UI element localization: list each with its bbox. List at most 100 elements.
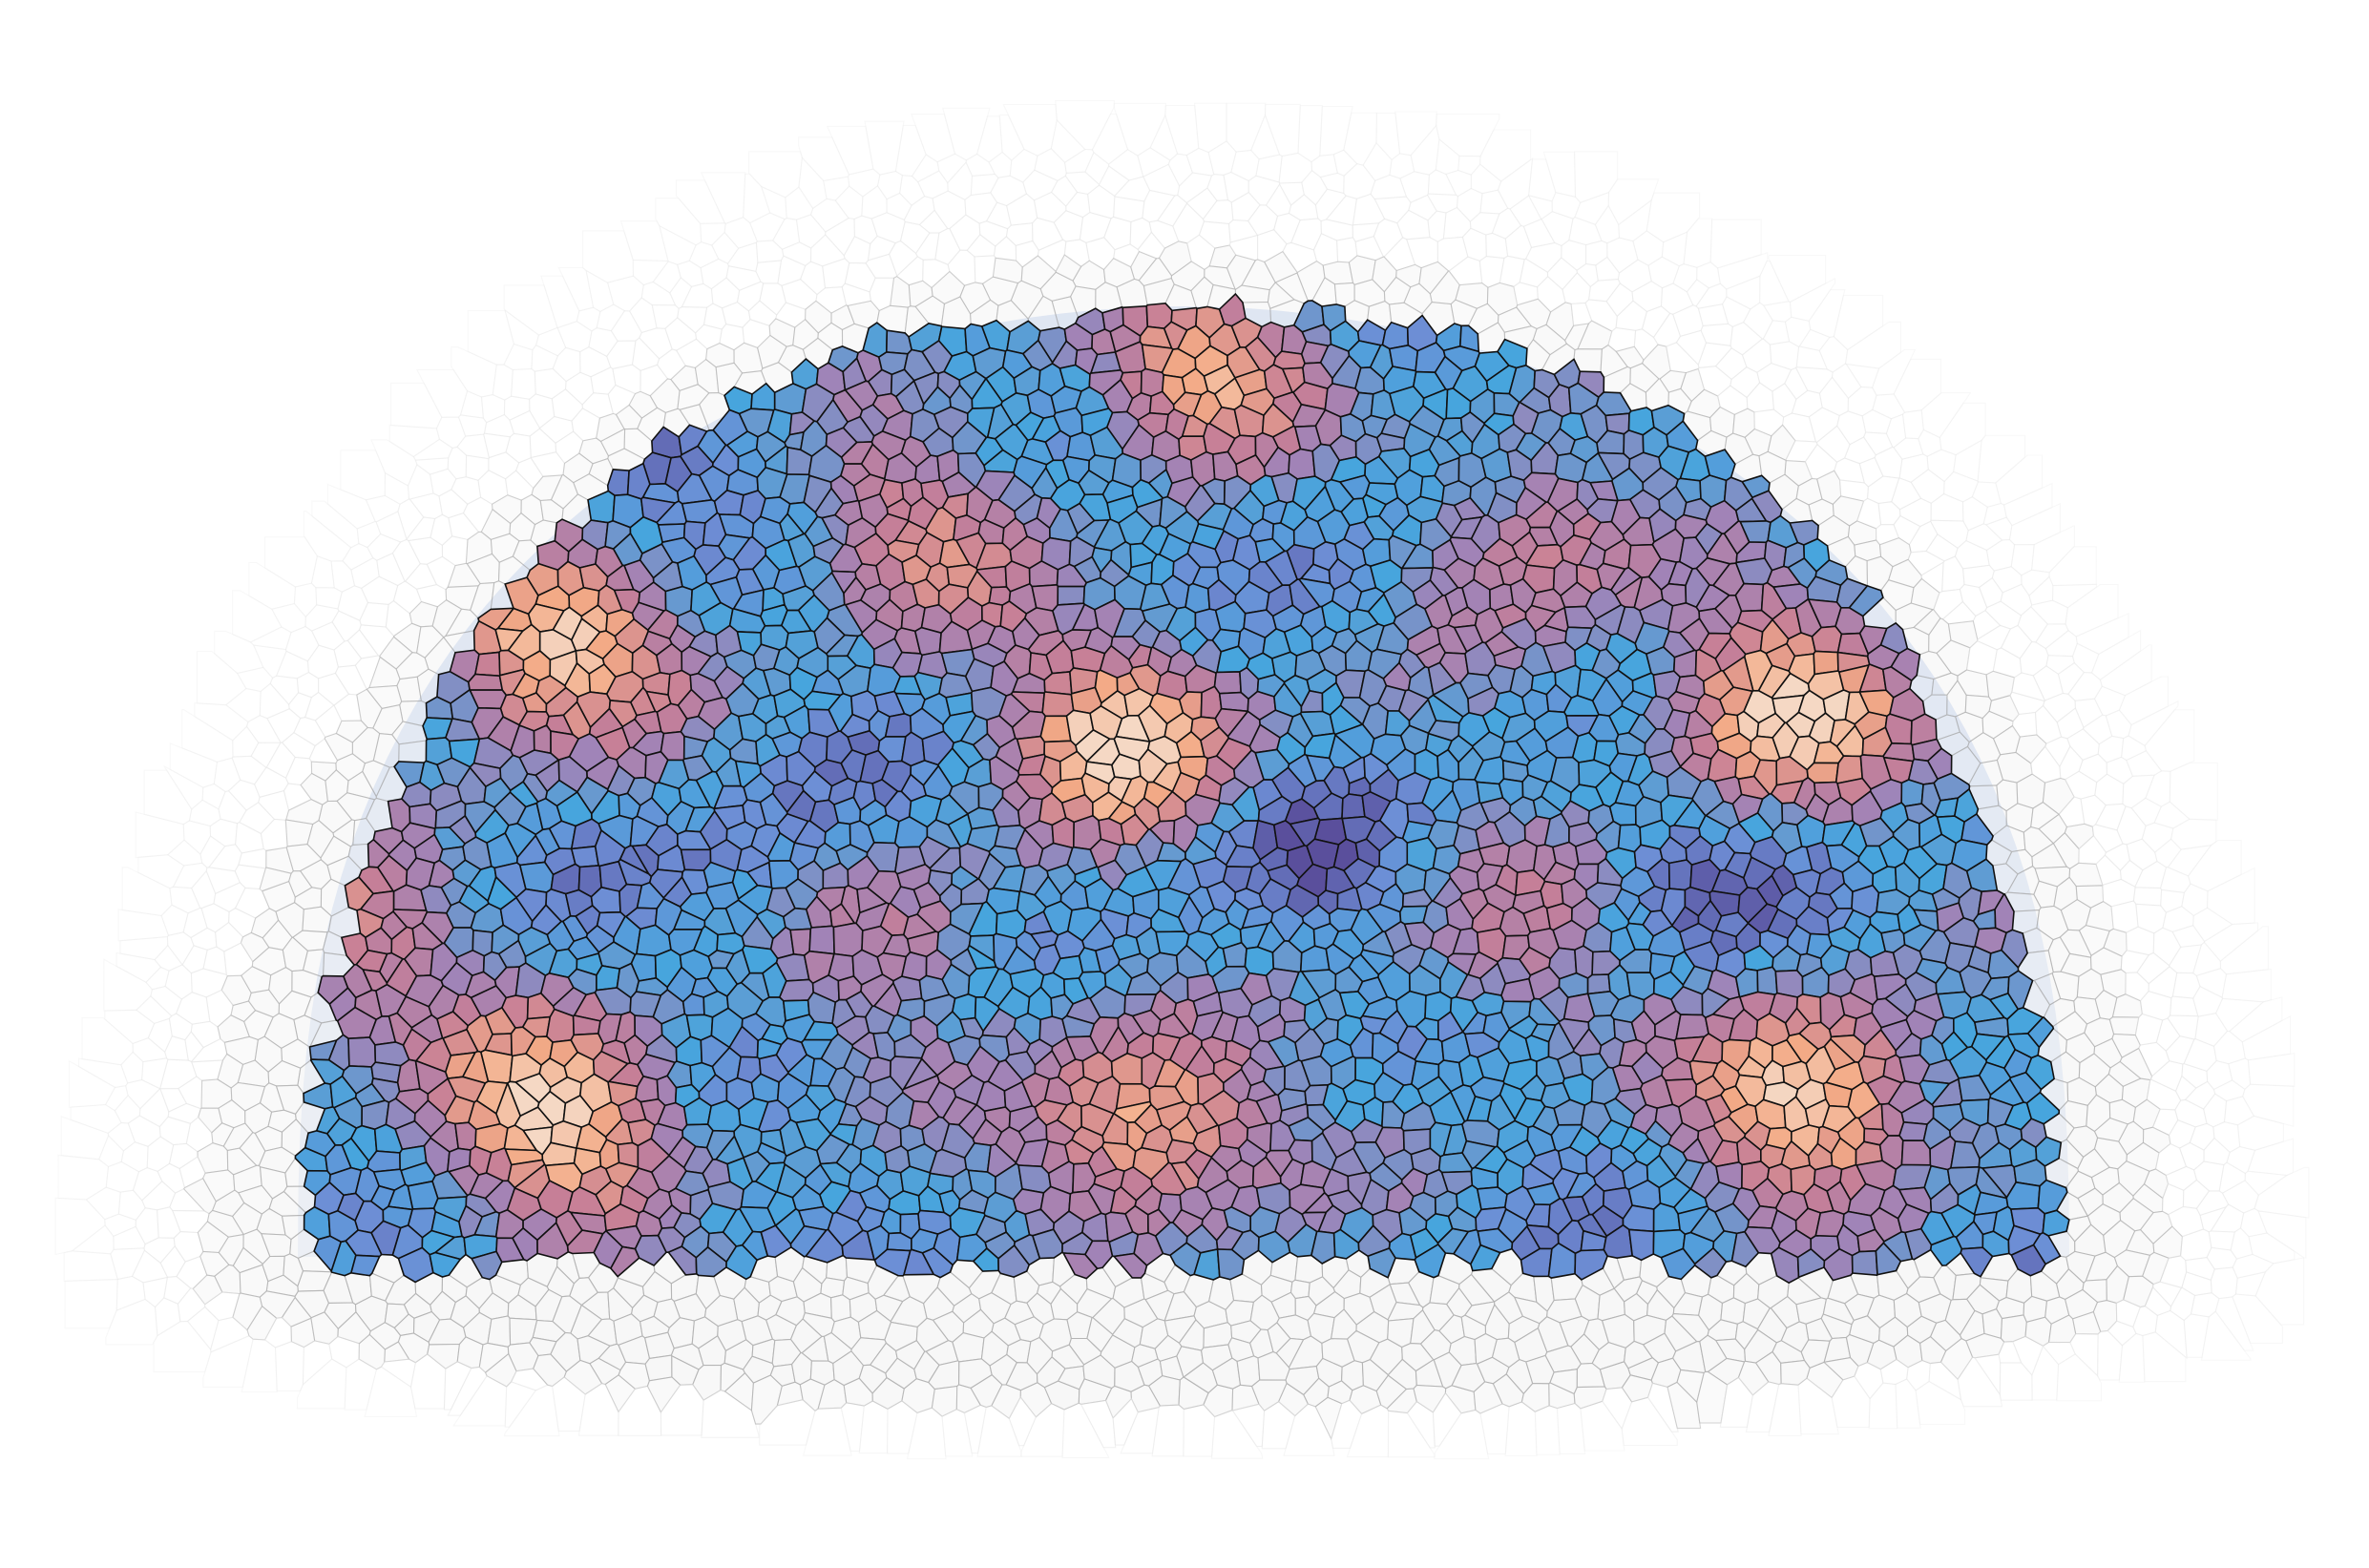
halo-cell xyxy=(990,175,1028,207)
halo-cell xyxy=(182,820,212,855)
halo-cell xyxy=(467,309,514,366)
halo-cell xyxy=(1818,336,1849,373)
halo-cell xyxy=(1607,178,1660,226)
halo-cell xyxy=(988,151,1013,178)
halo-cell xyxy=(2160,889,2186,913)
halo-cell xyxy=(310,621,346,651)
halo-cell xyxy=(1091,113,1129,165)
halo-cell xyxy=(370,439,418,487)
halo-cell xyxy=(606,275,644,312)
core-cell xyxy=(1667,859,1693,891)
halo-cell xyxy=(1808,289,1846,338)
halo-cell xyxy=(681,282,714,308)
halo-cell xyxy=(1720,1297,1746,1325)
halo-cell xyxy=(529,393,556,429)
halo-cell xyxy=(231,755,267,785)
halo-cell xyxy=(1631,280,1664,313)
halo-cell xyxy=(340,449,387,501)
halo-cell xyxy=(677,306,708,334)
halo-cell xyxy=(304,604,340,632)
halo-cell xyxy=(2228,996,2283,1043)
halo-cell xyxy=(331,610,362,642)
halo-cell xyxy=(1845,363,1880,388)
halo-cell xyxy=(2099,644,2152,697)
halo-cell xyxy=(899,220,931,255)
halo-cell xyxy=(1930,519,1969,549)
halo-cell xyxy=(451,346,497,398)
halo-cell xyxy=(209,818,239,847)
halo-cell xyxy=(557,266,595,312)
core-cell xyxy=(1898,1120,1929,1142)
halo-cell xyxy=(1002,103,1058,157)
halo-cell xyxy=(2154,838,2182,868)
halo-cell xyxy=(2002,482,2053,527)
halo-cell xyxy=(414,457,450,475)
halo-cell xyxy=(1789,277,1836,323)
halo-cell xyxy=(1542,151,1577,198)
halo-cell xyxy=(503,395,531,421)
core-cell xyxy=(1341,793,1366,820)
halo-cell xyxy=(154,944,183,972)
halo-cell xyxy=(270,602,306,634)
halo-cell xyxy=(1959,583,1988,617)
halo-cell xyxy=(2241,1014,2292,1061)
core-cell xyxy=(1627,1228,1655,1262)
halo-cell xyxy=(1504,224,1533,261)
halo-cell xyxy=(1230,191,1261,222)
halo-cell xyxy=(2048,546,2097,587)
halo-cell xyxy=(1632,230,1665,266)
halo-cell xyxy=(166,839,203,867)
halo-cell xyxy=(384,471,410,505)
halo-cell xyxy=(985,201,1012,230)
halo-cell xyxy=(918,209,949,234)
halo-cell xyxy=(1726,275,1761,310)
halo-cell xyxy=(1660,282,1694,315)
halo-cell xyxy=(2028,575,2054,606)
halo-cell xyxy=(998,115,1025,161)
core-cell xyxy=(1041,691,1075,718)
halo-cell xyxy=(487,1315,512,1348)
halo-cell xyxy=(2171,925,2206,948)
halo-cell xyxy=(2153,801,2191,829)
halo-cell xyxy=(2032,665,2065,701)
halo-cell xyxy=(375,511,408,543)
core-cell xyxy=(347,1036,377,1068)
halo-cell xyxy=(205,867,241,895)
halo-cell xyxy=(858,1400,889,1454)
halo-cell xyxy=(480,394,506,424)
halo-cell xyxy=(263,536,318,588)
halo-cell xyxy=(964,192,998,224)
halo-cell xyxy=(1442,206,1472,240)
halo-cell xyxy=(1362,141,1393,181)
halo-cell xyxy=(2145,770,2171,807)
halo-cell xyxy=(899,175,926,206)
halo-cell xyxy=(826,125,874,176)
halo-cell xyxy=(1288,194,1319,221)
halo-cell xyxy=(2010,544,2035,576)
halo-cell xyxy=(356,520,382,549)
halo-cell xyxy=(1901,409,1924,440)
halo-cell xyxy=(1457,155,1481,176)
halo-cell xyxy=(1250,113,1281,160)
halo-cell xyxy=(1672,263,1698,293)
halo-cell xyxy=(755,240,785,263)
halo-cell xyxy=(1156,195,1188,227)
halo-cell xyxy=(1427,210,1447,242)
halo-cell xyxy=(2228,1057,2252,1091)
halo-cell xyxy=(227,779,261,811)
halo-cell xyxy=(2174,1075,2197,1101)
halo-cell xyxy=(723,217,758,249)
halo-cell xyxy=(2184,1080,2216,1110)
halo-cell xyxy=(194,702,249,742)
halo-cell xyxy=(1185,187,1218,220)
halo-cell xyxy=(743,173,771,224)
halo-cell xyxy=(1606,237,1639,274)
core-cell xyxy=(1756,966,1778,996)
halo-cell xyxy=(911,114,956,163)
halo-cell xyxy=(834,185,864,220)
halo-cell xyxy=(1647,256,1680,289)
halo-cell xyxy=(1574,151,1619,203)
halo-cell xyxy=(81,1016,134,1066)
halo-cell xyxy=(777,255,807,287)
core-cell xyxy=(467,673,504,691)
